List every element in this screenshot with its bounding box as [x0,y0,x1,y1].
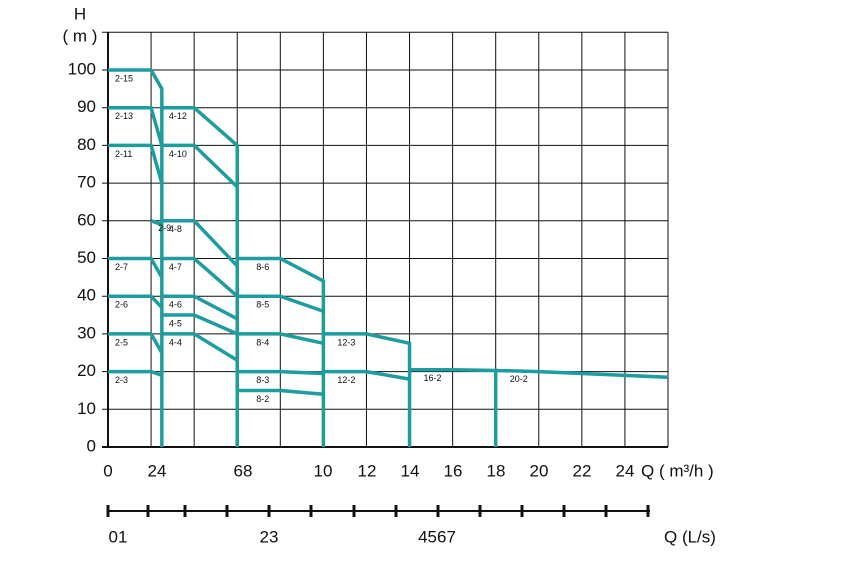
curve-label: 8-5 [256,300,269,310]
pump-curve [161,332,239,362]
pump-curve [237,369,324,376]
pump-curve [161,294,239,321]
pump-curve [409,367,498,447]
y-tick-label: 40 [77,286,96,305]
curve-label: 2-5 [115,337,128,347]
x-tick-label: 12 [358,461,377,480]
curve-label: 4-5 [169,318,182,328]
x-tick-label: 68 [234,461,253,480]
y-tick-label: 70 [77,173,96,192]
x-tick-label: 24 [616,461,635,480]
curve-label: 2-7 [115,262,128,272]
x-tick-label: 0 [103,461,112,480]
pump-curve [237,256,326,447]
y-tick-label: 20 [77,361,96,380]
curve-label: 12-3 [337,337,355,347]
curve-label: 8-3 [256,375,269,385]
x-tick-label: 18 [487,461,506,480]
x-tick-label: 10 [314,461,333,480]
pump-curve [161,313,238,336]
x-axis-title: Q ( m³/h ) [641,461,714,480]
y-tick-label: 0 [87,436,96,455]
pump-curve [237,294,324,313]
y-axis-title: H [74,4,86,23]
curve-label: 4-4 [169,337,182,347]
curve-label: 4-12 [169,111,187,121]
curve-label: 2-9 [158,223,171,233]
y-tick-label: 80 [77,135,96,154]
curve-label: 12-2 [337,375,355,385]
pump-curve [237,332,324,346]
curve-label: 2-11 [115,149,132,159]
y-tick-label: 10 [77,399,96,418]
curve-label: 8-4 [256,337,269,347]
curve-label: 2-15 [115,73,133,83]
y-tick-label: 30 [77,323,96,342]
y-tick-label: 60 [77,210,96,229]
y-axis-unit: ( m ) [63,26,98,45]
curve-label: 2-3 [115,375,128,385]
curve-label: 8-6 [256,262,269,272]
pump-curve [108,143,164,184]
ls-tick-label: 23 [260,527,279,546]
curve-label: 4-6 [169,300,182,310]
pump-curve [237,388,324,396]
pump-curve [323,369,410,381]
pump-curve [161,143,239,189]
pump-curve [108,369,163,378]
y-tick-label: 100 [68,59,96,78]
pump-curve [108,332,164,354]
x-tick-label: 24 [148,461,167,480]
curve-label: 4-7 [169,262,182,272]
pump-curve [150,219,163,227]
ls-tick-label: Q (L/s) [664,527,716,546]
curve-label: 2-13 [115,111,133,121]
ls-tick-label: 01 [109,527,128,546]
x-tick-label: 14 [401,461,420,480]
pump-curve [161,219,239,268]
x-tick-label: 16 [444,461,463,480]
x-tick-label: 22 [573,461,592,480]
curve-label: 4-10 [169,149,187,159]
curve-label: 4-8 [169,224,182,234]
curve-label: 20-2 [510,374,528,384]
pump-curve [108,105,164,146]
curve-label: 2-6 [115,300,128,310]
pump-curve [108,68,164,447]
y-tick-label: 90 [77,97,96,116]
pump-curve [495,368,669,380]
y-tick-label: 50 [77,248,96,267]
pump-curve [108,256,164,279]
pump-curve [108,294,164,309]
ls-tick-label: 4567 [418,527,456,546]
x-tick-label: 20 [530,461,549,480]
curve-label: 16-2 [424,373,442,383]
curve-label: 8-2 [256,394,269,404]
pump-curve [323,332,412,447]
pump-curve [161,256,239,298]
